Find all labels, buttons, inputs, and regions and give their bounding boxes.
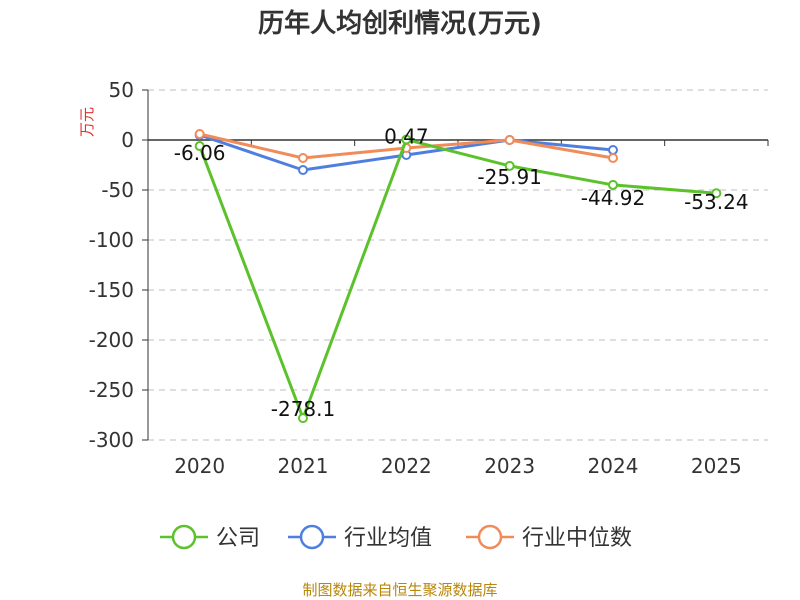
data-point [401,134,412,145]
y-tick-label: -150 [89,278,134,302]
chart-title: 历年人均创利情况(万元) [258,8,542,39]
x-tick-label: 2023 [484,454,535,478]
data-label: -6.06 [174,141,226,165]
y-tick-label: -50 [101,178,134,202]
legend-marker [299,524,325,550]
data-point [711,188,722,199]
data-point [608,153,618,163]
x-tick-label: 2025 [691,454,742,478]
x-tick-label: 2021 [278,454,329,478]
x-tick-label: 2024 [588,454,639,478]
data-label: 0.47 [384,125,429,149]
legend-marker [477,524,503,550]
data-point [504,135,515,145]
data-labels: -6.06 -278.1 0.47 -25.91 -44.92 -53.24 [174,125,749,422]
data-point [298,413,308,424]
data-label: -44.92 [581,186,645,210]
y-tick-label: 50 [109,78,134,102]
legend-marker [171,524,197,550]
series-lines [194,129,722,424]
data-label: -53.24 [684,190,748,214]
series-line [198,138,717,420]
data-label: -25.91 [477,165,541,189]
data-point [194,141,205,152]
legend-label: 行业中位数 [522,526,632,551]
data-point [194,129,205,139]
source-note: 制图数据来自恒生聚源数据库 [302,581,497,599]
y-tick-label: -250 [89,378,134,402]
legend: 公司 行业均值 行业中位数 [160,524,632,551]
data-point [608,145,618,155]
x-tick-label: 2022 [381,454,432,478]
y-axis-unit: 万元 [78,107,96,137]
y-tick-label: -300 [89,428,134,452]
axes: 50 0 -50 -100 -150 -200 -250 -300 2020 2021 2022 20… [89,78,769,478]
y-tick-label: -200 [89,328,134,352]
y-tick-label: -100 [89,228,134,252]
data-point [608,179,618,190]
data-point [504,160,515,171]
legend-label: 行业均值 [344,526,432,551]
y-tick-label: 0 [121,128,134,152]
data-point [298,165,308,175]
legend-label: 公司 [216,526,260,551]
data-label: -278.1 [271,397,335,421]
x-tick-label: 2020 [174,454,225,478]
data-point [298,153,308,163]
gridlines [148,89,768,441]
